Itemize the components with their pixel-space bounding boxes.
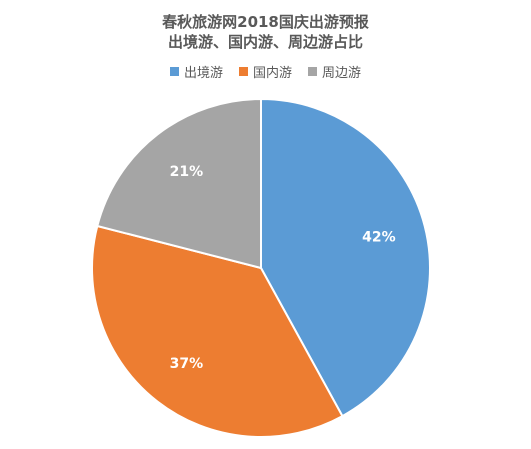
legend-label: 出境游	[183, 66, 223, 81]
pie-slice	[260, 98, 431, 418]
pie-slice	[91, 224, 344, 438]
chart-title-line-2: 出境游、国内游、周边游占比	[167, 33, 363, 51]
legend-swatch	[238, 67, 248, 76]
pie-slice	[96, 98, 262, 269]
legend-item: 国内游	[238, 62, 292, 81]
legend-label: 国内游	[252, 66, 292, 81]
legend-item: 出境游	[169, 62, 223, 81]
legend-swatch	[169, 67, 179, 76]
legend: 出境游 国内游 周边游	[0, 62, 531, 81]
slice-data-label: 42%	[362, 230, 396, 246]
legend-swatch	[308, 67, 317, 76]
slice-data-label: 37%	[170, 356, 204, 372]
legend-label: 周边游	[322, 66, 362, 81]
slice-data-label: 21%	[170, 164, 204, 180]
legend-item: 周边游	[308, 62, 361, 81]
chart-title-line-1: 春秋旅游网2018国庆出游预报	[162, 13, 369, 31]
